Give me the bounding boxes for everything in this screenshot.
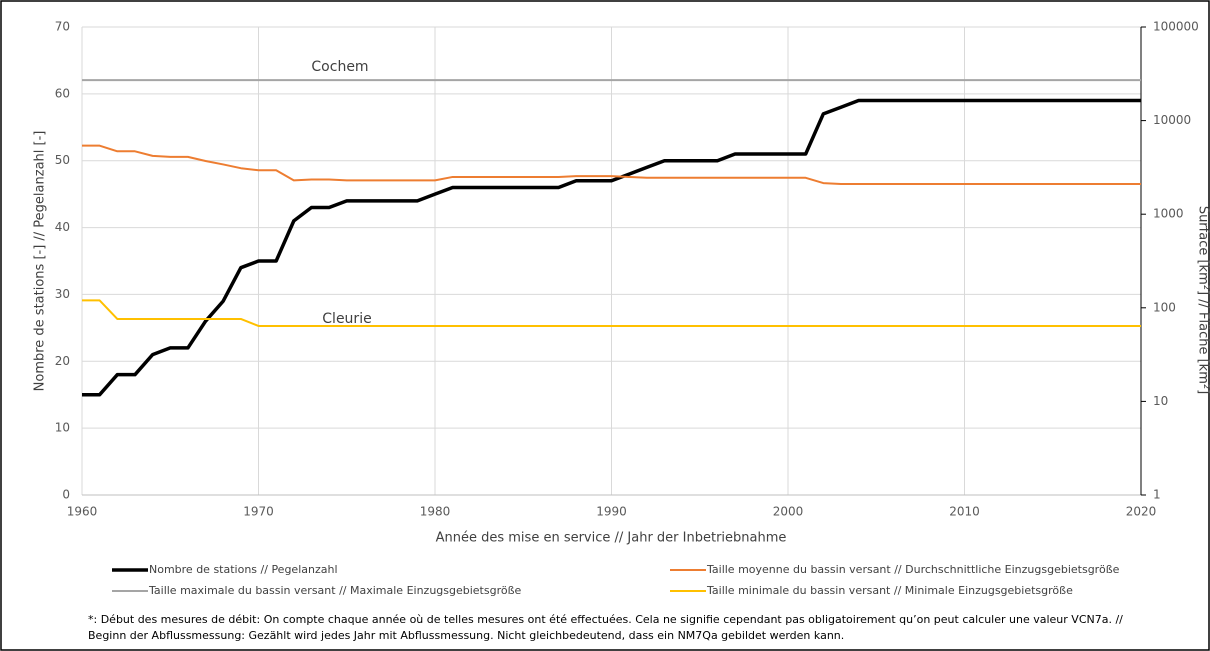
- y2-tick-label: 10: [1153, 394, 1168, 408]
- y-tick-label: 30: [55, 287, 70, 301]
- y2-tick-label: 1: [1153, 488, 1161, 502]
- y2-axis-label: Surface [km²] // Fläche [km²]: [1196, 206, 1210, 394]
- y-tick-label: 60: [55, 86, 70, 100]
- y-tick-label: 10: [55, 421, 70, 435]
- y-tick-label: 20: [55, 354, 70, 368]
- annotation: Cleurie: [322, 311, 371, 327]
- y-tick-label: 40: [55, 220, 70, 234]
- series-line: [82, 144, 1141, 186]
- y2-tick-label: 100: [1153, 300, 1176, 314]
- legend-label: Nombre de stations // Pegelanzahl: [149, 563, 338, 576]
- annotation: Cochem: [311, 59, 368, 75]
- y2-tick-label: 10000: [1153, 113, 1191, 127]
- y-tick-label: 70: [55, 20, 70, 34]
- x-tick-label: 1970: [243, 505, 274, 519]
- x-tick-label: 1990: [596, 505, 627, 519]
- y-tick-label: 50: [55, 153, 70, 167]
- x-tick-label: 1960: [67, 505, 98, 519]
- legend-label: Taille minimale du bassin versant // Min…: [706, 584, 1073, 597]
- x-tick-label: 1980: [420, 505, 451, 519]
- y-tick-label: 0: [62, 488, 70, 502]
- x-tick-label: 2020: [1126, 505, 1157, 519]
- y2-tick-label: 100000: [1153, 20, 1199, 34]
- series-line: [82, 299, 1141, 327]
- x-axis-label: Année des mise en service // Jahr der In…: [436, 531, 787, 546]
- legend-label: Taille maximale du bassin versant // Max…: [148, 584, 522, 597]
- x-tick-label: 2000: [773, 505, 804, 519]
- x-tick-label: 2010: [949, 505, 980, 519]
- y-axis-label: Nombre de stations [-] // Pegelanzahl [-…: [33, 131, 48, 392]
- series-line: [82, 98, 1141, 397]
- legend-label: Taille moyenne du bassin versant // Durc…: [706, 563, 1120, 576]
- footnote: Beginn der Abflussmessung: Gezählt wird …: [88, 629, 844, 642]
- footnote: *: Début des mesures de débit: On compte…: [88, 613, 1123, 626]
- y2-tick-label: 1000: [1153, 207, 1184, 221]
